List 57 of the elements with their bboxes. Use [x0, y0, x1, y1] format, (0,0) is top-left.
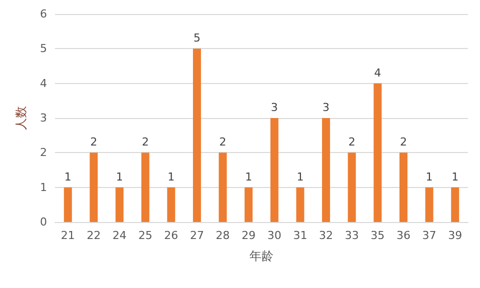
bar [64, 187, 72, 222]
x-tick-label: 33 [344, 229, 359, 242]
y-tick-label: 0 [40, 216, 47, 228]
bar [374, 83, 382, 222]
x-tick-label: 32 [319, 229, 334, 242]
data-label: 1 [116, 170, 124, 184]
x-tick-label: 31 [293, 229, 308, 242]
x-tick-label: 29 [242, 229, 256, 242]
y-tick-label: 6 [40, 8, 47, 20]
y-tick-label: 3 [40, 112, 47, 124]
bar [192, 48, 201, 222]
data-label: 1 [452, 170, 459, 184]
data-label: 5 [193, 32, 200, 45]
y-tick-label: 5 [40, 42, 47, 56]
x-tick-label: 26 [164, 229, 178, 242]
data-label: 2 [90, 136, 98, 149]
x-tick-label: 27 [190, 229, 204, 242]
bar [348, 152, 356, 222]
bar [167, 187, 176, 222]
x-tick-label: 22 [86, 229, 101, 242]
bar [425, 187, 434, 222]
bar [218, 152, 227, 222]
x-tick-label: 28 [216, 229, 230, 242]
x-tick-label: 25 [138, 229, 152, 242]
data-label: 2 [348, 136, 356, 149]
x-axis-title: 年龄 [250, 249, 274, 263]
data-label: 1 [245, 170, 252, 184]
data-label: 2 [142, 136, 149, 149]
bar [451, 187, 460, 222]
data-label: 2 [219, 136, 226, 149]
x-tick-label: 21 [60, 229, 75, 242]
bar [399, 152, 408, 222]
data-label: 1 [296, 170, 304, 184]
bar [116, 187, 124, 222]
y-tick-label: 1 [40, 180, 47, 194]
data-label: 4 [374, 66, 382, 80]
x-tick-label: 39 [448, 229, 462, 242]
y-axis-title: 人数 [14, 106, 28, 130]
y-tick-label: 4 [40, 76, 47, 90]
x-tick-label: 24 [112, 229, 127, 242]
bar [296, 187, 304, 222]
bar [244, 187, 253, 222]
x-tick-label: 30 [267, 229, 282, 242]
y-tick-label: 2 [40, 146, 47, 160]
data-label: 1 [168, 170, 175, 184]
data-label: 3 [270, 101, 278, 114]
data-label: 2 [400, 136, 407, 149]
x-tick-label: 37 [422, 229, 436, 242]
bar [90, 152, 98, 222]
bar [270, 118, 278, 222]
x-tick-label: 35 [370, 229, 385, 242]
data-label: 3 [322, 101, 330, 114]
x-tick-label: 36 [396, 229, 410, 242]
data-label: 1 [426, 170, 433, 184]
bar [322, 118, 330, 222]
bar [141, 152, 150, 222]
data-label: 1 [64, 170, 72, 184]
